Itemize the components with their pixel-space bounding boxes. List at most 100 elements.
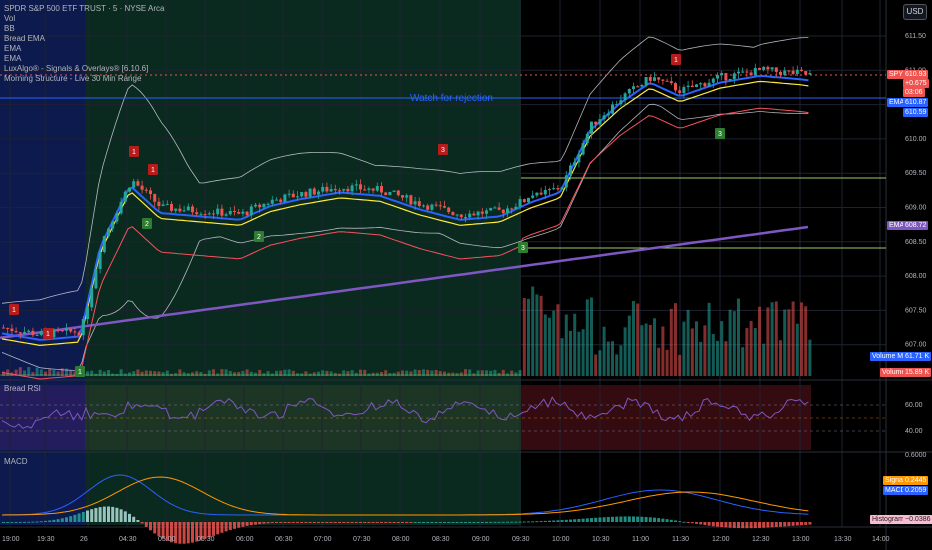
candle bbox=[6, 327, 10, 334]
candle bbox=[275, 197, 278, 201]
macd-hist-bar bbox=[39, 521, 43, 523]
macd-pane-label[interactable]: MACD bbox=[4, 457, 28, 466]
candle bbox=[770, 66, 774, 73]
candle bbox=[485, 208, 488, 219]
time-tick-label: 08:00 bbox=[392, 536, 410, 543]
candle bbox=[119, 197, 123, 216]
macd-hist-bar bbox=[451, 521, 455, 523]
candle bbox=[682, 84, 686, 98]
candle bbox=[73, 327, 77, 337]
volume-bar bbox=[291, 370, 295, 376]
macd-hist-bar bbox=[174, 522, 178, 544]
volume-bar bbox=[212, 369, 215, 376]
candle bbox=[426, 203, 430, 212]
macd-hist-bar bbox=[86, 510, 89, 522]
volume-label: Volume bbox=[880, 368, 908, 377]
macd-hist-bar bbox=[195, 522, 199, 542]
time-tick-label: 05:30 bbox=[197, 536, 215, 543]
legend-ema-2[interactable]: EMA bbox=[4, 54, 22, 63]
candle bbox=[476, 210, 480, 220]
signal-marker: 1 bbox=[9, 304, 19, 315]
signal-marker: 2 bbox=[142, 218, 152, 229]
macd-histogram-label: Histogram bbox=[870, 515, 906, 524]
volume-bar bbox=[552, 310, 556, 376]
candle bbox=[774, 67, 778, 77]
legend-luxalgo[interactable]: LuxAlgo® - Signals & Overlays® [6.10.6] bbox=[4, 64, 149, 73]
macd-hist-bar bbox=[94, 508, 98, 522]
macd-hist-bar bbox=[312, 522, 316, 523]
macd-hist-bar bbox=[363, 522, 367, 523]
candle bbox=[191, 204, 194, 216]
candle bbox=[39, 328, 43, 337]
volume-bar bbox=[396, 371, 400, 376]
macd-hist-bar bbox=[539, 521, 543, 523]
candle bbox=[342, 188, 346, 194]
macd-hist-bar bbox=[728, 522, 732, 528]
candle bbox=[31, 327, 35, 337]
candle bbox=[808, 69, 812, 75]
macd-hist-bar bbox=[98, 507, 102, 522]
price-tick-label: 609.00 bbox=[905, 205, 927, 212]
time-tick-label: 19:00 bbox=[2, 536, 20, 543]
candle bbox=[2, 324, 5, 329]
signal-marker: 1 bbox=[129, 146, 139, 157]
candle bbox=[228, 207, 232, 216]
candle bbox=[737, 67, 740, 79]
candle bbox=[653, 72, 656, 82]
volume-bar bbox=[464, 369, 467, 376]
macd-hist-bar bbox=[661, 518, 665, 522]
volume-bar bbox=[266, 371, 270, 376]
candle bbox=[174, 208, 178, 213]
macd-histogram bbox=[2, 506, 812, 544]
price-tick-label: 607.50 bbox=[905, 307, 927, 314]
macd-hist-bar bbox=[514, 521, 518, 523]
candle bbox=[312, 186, 316, 196]
macd-hist-bar bbox=[191, 522, 194, 543]
rsi-pane-label[interactable]: Bread RSI bbox=[4, 384, 41, 393]
ema1-label-tag: EMA bbox=[887, 98, 907, 107]
macd-hist-bar bbox=[165, 522, 169, 541]
signal-label: 3 bbox=[718, 131, 722, 138]
candle bbox=[766, 65, 770, 74]
volume-bar bbox=[644, 323, 648, 376]
volume-bar bbox=[401, 370, 404, 376]
volume-bar bbox=[245, 369, 249, 376]
macd-hist-bar bbox=[388, 522, 392, 523]
macd-hist-bar bbox=[396, 522, 400, 523]
candle bbox=[674, 81, 677, 93]
macd-hist-bar bbox=[207, 522, 211, 538]
volume-bar bbox=[23, 370, 26, 376]
volume-bar bbox=[707, 302, 711, 376]
volume-bar bbox=[535, 294, 539, 376]
macd-hist-bar bbox=[749, 522, 753, 529]
rsi-tick-label: 60.00 bbox=[905, 402, 923, 409]
macd-hist-bar bbox=[455, 521, 459, 523]
legend-ema-1[interactable]: EMA bbox=[4, 44, 22, 53]
legend-bread-ema[interactable]: Bread EMA bbox=[4, 34, 45, 43]
rsi-tick-label: 0.6000 bbox=[905, 452, 927, 459]
volume-bar bbox=[65, 368, 68, 376]
candle bbox=[745, 68, 749, 78]
volume-bar bbox=[510, 370, 514, 376]
volume-bar bbox=[254, 372, 257, 376]
candle bbox=[741, 67, 745, 73]
candle bbox=[695, 84, 698, 88]
legend-morning-structure[interactable]: Morning Structure - Live 30 Min Range bbox=[4, 74, 142, 83]
symbol-title[interactable]: SPDR S&P 500 ETF TRUST · 5 · NYSE Arca bbox=[4, 4, 165, 13]
ema2-value-tag: 608.72 bbox=[903, 221, 929, 230]
rsi-band-mid bbox=[85, 385, 521, 450]
legend-vol[interactable]: Vol bbox=[4, 14, 16, 23]
macd-hist-bar bbox=[762, 522, 766, 528]
spy-symbol-tag: SPY bbox=[887, 70, 906, 79]
volume-bar bbox=[342, 370, 346, 376]
time-tick-label: 04:30 bbox=[119, 536, 137, 543]
currency-button[interactable]: USD bbox=[903, 4, 927, 20]
candle bbox=[195, 208, 199, 217]
volume-bar bbox=[405, 370, 409, 376]
legend-bb[interactable]: BB bbox=[4, 24, 15, 33]
volume-bar bbox=[182, 372, 186, 376]
time-tick-label: 06:00 bbox=[236, 536, 254, 543]
candle bbox=[762, 66, 766, 72]
macd-hist-bar bbox=[90, 509, 94, 522]
